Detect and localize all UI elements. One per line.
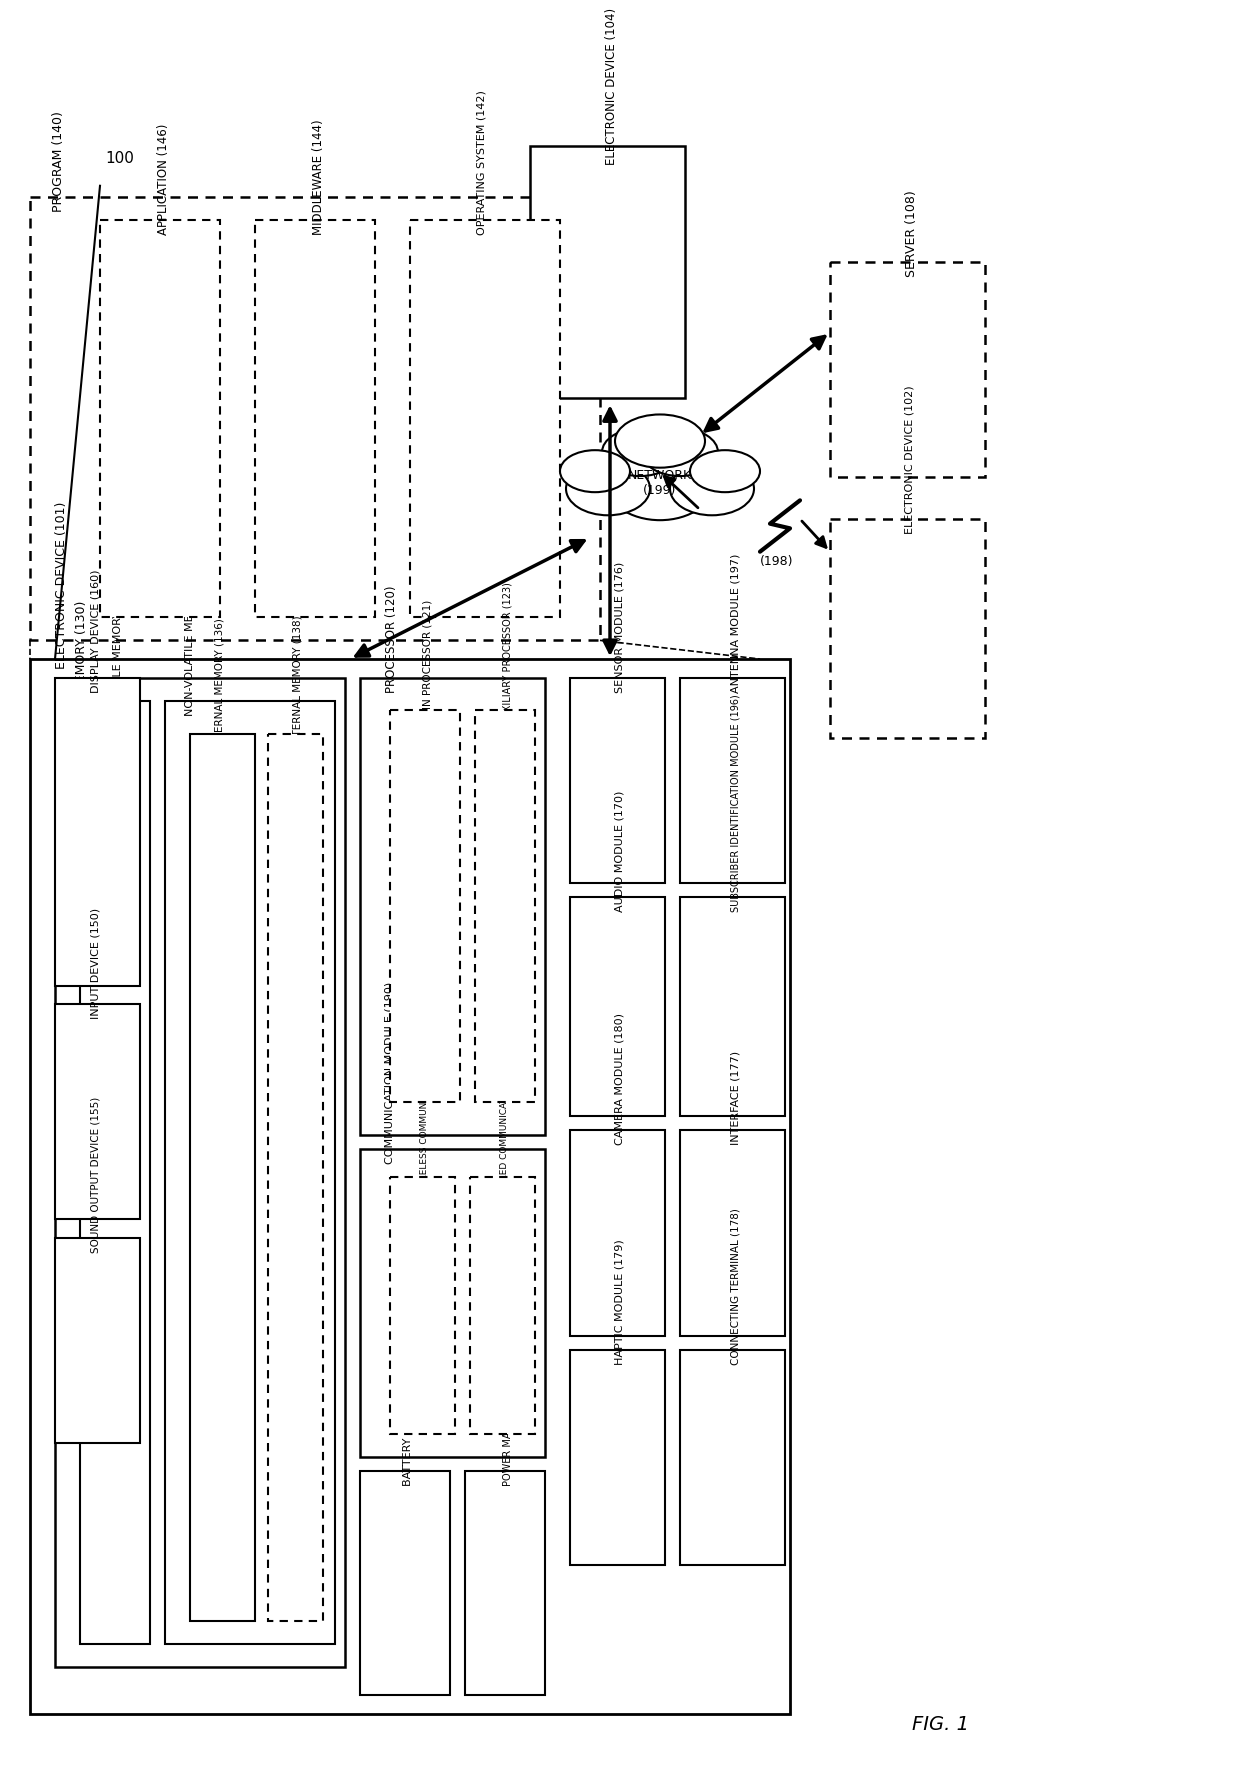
- Bar: [570, 898, 665, 1117]
- Bar: [55, 679, 345, 1668]
- Text: CONNECTING TERMINAL (178): CONNECTING TERMINAL (178): [730, 1206, 740, 1363]
- Bar: [55, 1238, 140, 1443]
- Bar: [165, 702, 335, 1645]
- Text: POWER MANAGEMENT MODULE (188): POWER MANAGEMENT MODULE (188): [502, 1301, 512, 1486]
- Bar: [391, 711, 460, 1103]
- Text: 100: 100: [105, 151, 134, 166]
- Ellipse shape: [560, 451, 630, 494]
- Ellipse shape: [670, 463, 754, 517]
- Bar: [680, 1132, 785, 1336]
- Text: EXTERNAL MEMORY (138): EXTERNAL MEMORY (138): [291, 615, 303, 748]
- Text: FIG. 1: FIG. 1: [911, 1714, 968, 1732]
- Text: AUDIO MODULE (170): AUDIO MODULE (170): [615, 789, 625, 912]
- Text: BATTERY (189): BATTERY (189): [402, 1404, 412, 1486]
- Text: ELECTRONIC DEVICE (104): ELECTRONIC DEVICE (104): [605, 9, 618, 166]
- Text: INPUT DEVICE (150): INPUT DEVICE (150): [91, 907, 100, 1019]
- Text: NON-VOLATILE MEMORY (134): NON-VOLATILE MEMORY (134): [185, 549, 195, 716]
- Ellipse shape: [601, 429, 678, 478]
- Bar: [268, 734, 322, 1620]
- Text: HAPTIC MODULE (179): HAPTIC MODULE (179): [615, 1238, 625, 1363]
- Bar: [830, 520, 985, 740]
- Bar: [570, 1351, 665, 1565]
- Text: APPLICATION (146): APPLICATION (146): [157, 125, 170, 235]
- Bar: [55, 1005, 140, 1219]
- Text: MEMORY (130): MEMORY (130): [74, 601, 88, 693]
- Ellipse shape: [689, 451, 760, 494]
- Text: (198): (198): [760, 554, 794, 567]
- Text: ELECTRONIC DEVICE (101): ELECTRONIC DEVICE (101): [55, 503, 68, 668]
- Bar: [680, 679, 785, 884]
- Text: SENSOR MODULE (176): SENSOR MODULE (176): [615, 561, 625, 693]
- Text: COMMUNICATION MODULE (190): COMMUNICATION MODULE (190): [384, 982, 396, 1164]
- Text: SERVER (108): SERVER (108): [905, 191, 918, 278]
- Bar: [391, 1178, 455, 1435]
- Text: WIRED COMMUNICATION MODULE (194): WIRED COMMUNICATION MODULE (194): [500, 1012, 508, 1192]
- Text: NETWORK
(199): NETWORK (199): [627, 469, 692, 497]
- Ellipse shape: [565, 463, 650, 517]
- Bar: [81, 702, 150, 1645]
- Bar: [100, 221, 219, 618]
- Bar: [55, 679, 140, 985]
- Text: AUXILIARY PROCESSOR (123): AUXILIARY PROCESSOR (123): [502, 583, 512, 725]
- Ellipse shape: [605, 444, 715, 520]
- Bar: [255, 221, 374, 618]
- Text: DISPLAY DEVICE (160): DISPLAY DEVICE (160): [91, 568, 100, 693]
- Bar: [830, 264, 985, 478]
- Ellipse shape: [642, 429, 718, 478]
- Bar: [570, 1132, 665, 1336]
- Text: WIRELESS COMMUNICATION MODULE (192): WIRELESS COMMUNICATION MODULE (192): [420, 996, 429, 1192]
- Text: INTERNAL MEMORY (136): INTERNAL MEMORY (136): [215, 618, 224, 748]
- Bar: [360, 679, 546, 1135]
- Bar: [680, 898, 785, 1117]
- Text: MIDDLEWARE (144): MIDDLEWARE (144): [312, 119, 325, 235]
- Text: SUBSCRIBER IDENTIFICATION MODULE (196): SUBSCRIBER IDENTIFICATION MODULE (196): [730, 693, 740, 912]
- Text: CAMERA MODULE (180): CAMERA MODULE (180): [615, 1012, 625, 1144]
- Bar: [570, 679, 665, 884]
- Text: ELECTRONIC DEVICE (102): ELECTRONIC DEVICE (102): [905, 385, 915, 535]
- Bar: [410, 221, 560, 618]
- Text: INTERFACE (177): INTERFACE (177): [730, 1051, 740, 1144]
- Text: OPERATING SYSTEM (142): OPERATING SYSTEM (142): [477, 91, 487, 235]
- Bar: [475, 711, 534, 1103]
- Bar: [30, 198, 600, 642]
- Bar: [360, 1149, 546, 1458]
- Text: MAIN PROCESSOR (121): MAIN PROCESSOR (121): [422, 601, 432, 725]
- Text: PROCESSOR (120): PROCESSOR (120): [384, 584, 398, 693]
- Bar: [190, 734, 255, 1620]
- Ellipse shape: [615, 415, 706, 469]
- Bar: [30, 659, 790, 1714]
- Text: ANTENNA MODULE (197): ANTENNA MODULE (197): [730, 552, 740, 693]
- Bar: [470, 1178, 534, 1435]
- Bar: [680, 1351, 785, 1565]
- Bar: [360, 1472, 450, 1695]
- Text: PROGRAM (140): PROGRAM (140): [52, 110, 64, 212]
- Text: VOLATILE MEMORY (132): VOLATILE MEMORY (132): [113, 577, 123, 716]
- Bar: [465, 1472, 546, 1695]
- Bar: [529, 146, 684, 399]
- Text: SOUND OUTPUT DEVICE (155): SOUND OUTPUT DEVICE (155): [91, 1096, 100, 1253]
